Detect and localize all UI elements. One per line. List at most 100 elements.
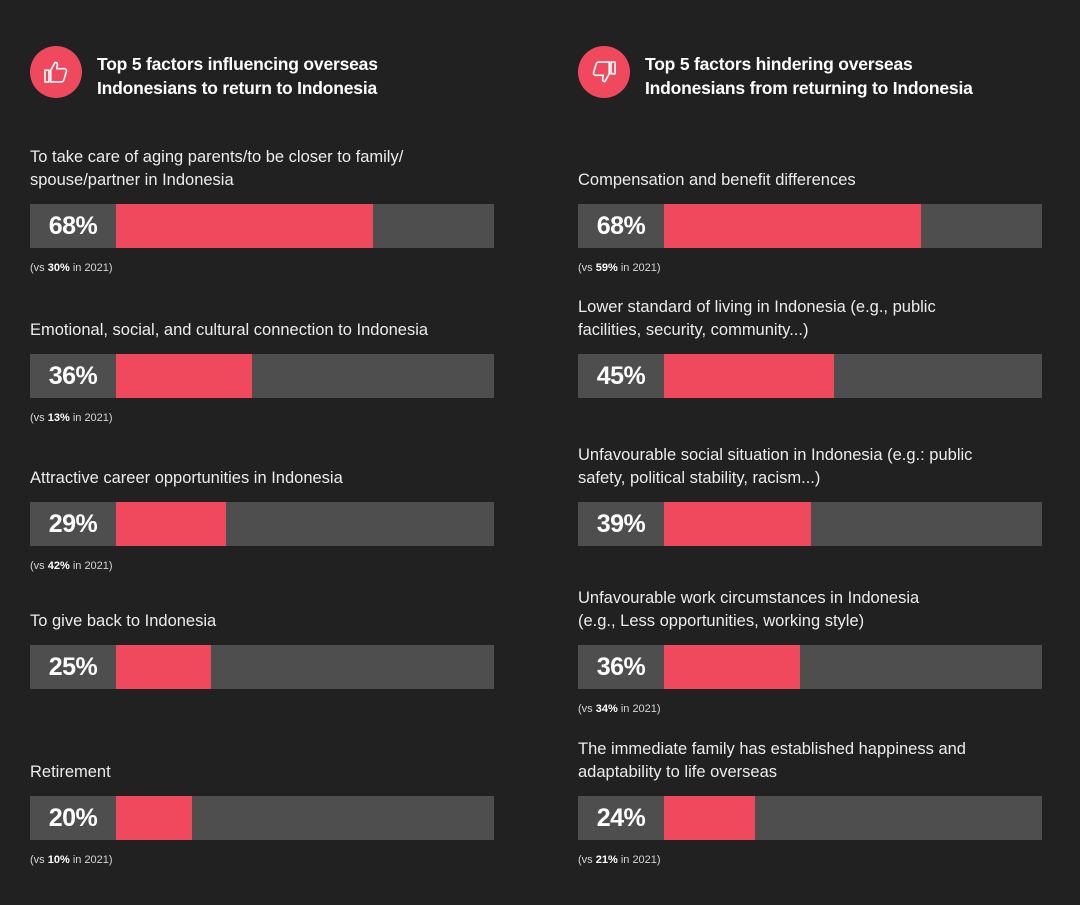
bar-track: 25% — [30, 645, 494, 689]
factor-label: Compensation and benefit differences — [578, 169, 1048, 192]
bar-track: 20% — [30, 796, 494, 840]
bar-value-label: 45% — [596, 362, 646, 390]
comparison-prefix: (vs — [30, 262, 48, 274]
factor-label-line: spouse/partner in Indonesia — [30, 171, 234, 189]
bar-value-label: 36% — [596, 653, 646, 681]
comparison-value: 34% — [595, 703, 618, 715]
comparison-suffix: in 2021) — [69, 412, 113, 424]
comparison-prefix: (vs — [30, 854, 48, 866]
factor-label-line: facilities, security, community...) — [578, 321, 809, 339]
factor-label: Attractive career opportunities in Indon… — [30, 467, 500, 490]
comparison-note: (vs 34% in 2021) — [578, 703, 661, 715]
factor-label-line: Unfavourable work circumstances in Indon… — [578, 589, 920, 607]
bar-fill — [664, 204, 922, 248]
factor-label-line: To take care of aging parents/to be clos… — [30, 148, 404, 166]
comparison-value: 30% — [47, 262, 70, 274]
bar-track: 36% — [30, 354, 494, 398]
thumbs-up-icon — [30, 46, 82, 98]
comparison-note: (vs 10% in 2021) — [30, 854, 113, 866]
influencing-header: Top 5 factors influencing overseas Indon… — [30, 46, 500, 100]
bar-fill — [664, 354, 835, 398]
factor-label-line: Attractive career opportunities in Indon… — [30, 469, 343, 487]
bar-track: 36% — [578, 645, 1042, 689]
influencing-factor-5: Retirement 20% (vs 10% in 2021) — [30, 763, 500, 866]
comparison-value: 59% — [595, 262, 618, 274]
bar-fill — [116, 796, 192, 840]
factor-label-line: Unfavourable social situation in Indones… — [578, 446, 973, 464]
bar-fill — [664, 645, 801, 689]
influencing-factor-1: To take care of aging parents/to be clos… — [30, 148, 500, 274]
comparison-suffix: in 2021) — [69, 560, 113, 572]
factor-label-line: adaptability to life overseas — [578, 763, 778, 781]
factor-label: Retirement — [30, 761, 500, 784]
hindering-header: Top 5 factors hindering overseas Indones… — [578, 46, 1048, 100]
comparison-suffix: in 2021) — [617, 703, 661, 715]
bar-value-label: 25% — [48, 653, 98, 681]
hindering-title-line-2: Indonesians from returning to Indonesia — [645, 78, 973, 98]
bar-fill — [116, 645, 211, 689]
comparison-prefix: (vs — [30, 412, 48, 424]
bar-fill — [116, 204, 374, 248]
comparison-suffix: in 2021) — [69, 262, 113, 274]
bar-value-label: 20% — [48, 804, 98, 832]
comparison-note: (vs 42% in 2021) — [30, 560, 113, 572]
bar-track: 29% — [30, 502, 494, 546]
comparison-note: (vs 59% in 2021) — [578, 262, 661, 274]
factor-label: To give back to Indonesia — [30, 610, 500, 633]
comparison-note: (vs 30% in 2021) — [30, 262, 113, 274]
factor-label: Unfavourable social situation in Indones… — [578, 444, 1048, 490]
factor-label-line: safety, political stability, racism...) — [578, 469, 821, 487]
comparison-suffix: in 2021) — [617, 854, 661, 866]
comparison-value: 13% — [47, 412, 70, 424]
hindering-factor-1: Compensation and benefit differences 68% (… — [578, 171, 1048, 274]
influencing-factors-panel: Top 5 factors influencing overseas Indon… — [30, 0, 500, 905]
influencing-title-line-1: Top 5 factors influencing overseas — [97, 54, 378, 74]
hindering-factor-3: Unfavourable social situation in Indones… — [578, 446, 1048, 546]
bar-value-label: 68% — [48, 212, 98, 240]
comparison-prefix: (vs — [578, 262, 596, 274]
influencing-factor-4: To give back to Indonesia 25% — [30, 612, 500, 689]
comparison-value: 21% — [595, 854, 618, 866]
comparison-prefix: (vs — [578, 854, 596, 866]
factor-label-line: Lower standard of living in Indonesia (e… — [578, 298, 936, 316]
bar-value-label: 39% — [596, 510, 646, 538]
comparison-note: (vs 21% in 2021) — [578, 854, 661, 866]
factor-label-line: Compensation and benefit differences — [578, 171, 856, 189]
factor-label-line: Emotional, social, and cultural connecti… — [30, 321, 429, 339]
comparison-prefix: (vs — [578, 703, 596, 715]
comparison-value: 10% — [47, 854, 70, 866]
influencing-title: Top 5 factors influencing overseas Indon… — [97, 52, 497, 100]
bar-track: 68% — [30, 204, 494, 248]
hindering-factor-5: The immediate family has established hap… — [578, 740, 1048, 866]
hindering-factor-4: Unfavourable work circumstances in Indon… — [578, 589, 1048, 715]
comparison-prefix: (vs — [30, 560, 48, 572]
comparison-note: (vs 13% in 2021) — [30, 412, 113, 424]
factor-label-line: The immediate family has established hap… — [578, 740, 966, 758]
influencing-factor-2: Emotional, social, and cultural connecti… — [30, 321, 500, 424]
thumbs-down-icon — [578, 46, 630, 98]
influencing-factor-3: Attractive career opportunities in Indon… — [30, 469, 500, 572]
factor-label-line: (e.g., Less opportunities, working style… — [578, 612, 865, 630]
bar-track: 24% — [578, 796, 1042, 840]
comparison-suffix: in 2021) — [617, 262, 661, 274]
factor-label-line: To give back to Indonesia — [30, 612, 217, 630]
bar-value-label: 68% — [596, 212, 646, 240]
factor-label: The immediate family has established hap… — [578, 738, 1048, 784]
bar-value-label: 24% — [596, 804, 646, 832]
bar-fill — [664, 796, 755, 840]
bar-track: 39% — [578, 502, 1042, 546]
influencing-title-line-2: Indonesians to return to Indonesia — [97, 78, 378, 98]
factor-label: Lower standard of living in Indonesia (e… — [578, 296, 1048, 342]
bar-value-label: 36% — [48, 362, 98, 390]
comparison-value: 42% — [47, 560, 70, 572]
bar-track: 68% — [578, 204, 1042, 248]
factor-label-line: Retirement — [30, 763, 111, 781]
factor-label: To take care of aging parents/to be clos… — [30, 146, 500, 192]
factor-label: Emotional, social, and cultural connecti… — [30, 319, 500, 342]
comparison-suffix: in 2021) — [69, 854, 113, 866]
hindering-title: Top 5 factors hindering overseas Indones… — [645, 52, 1045, 100]
bar-value-label: 29% — [48, 510, 98, 538]
factor-label: Unfavourable work circumstances in Indon… — [578, 587, 1048, 633]
hindering-title-line-1: Top 5 factors hindering overseas — [645, 54, 913, 74]
hindering-factor-2: Lower standard of living in Indonesia (e… — [578, 298, 1048, 398]
